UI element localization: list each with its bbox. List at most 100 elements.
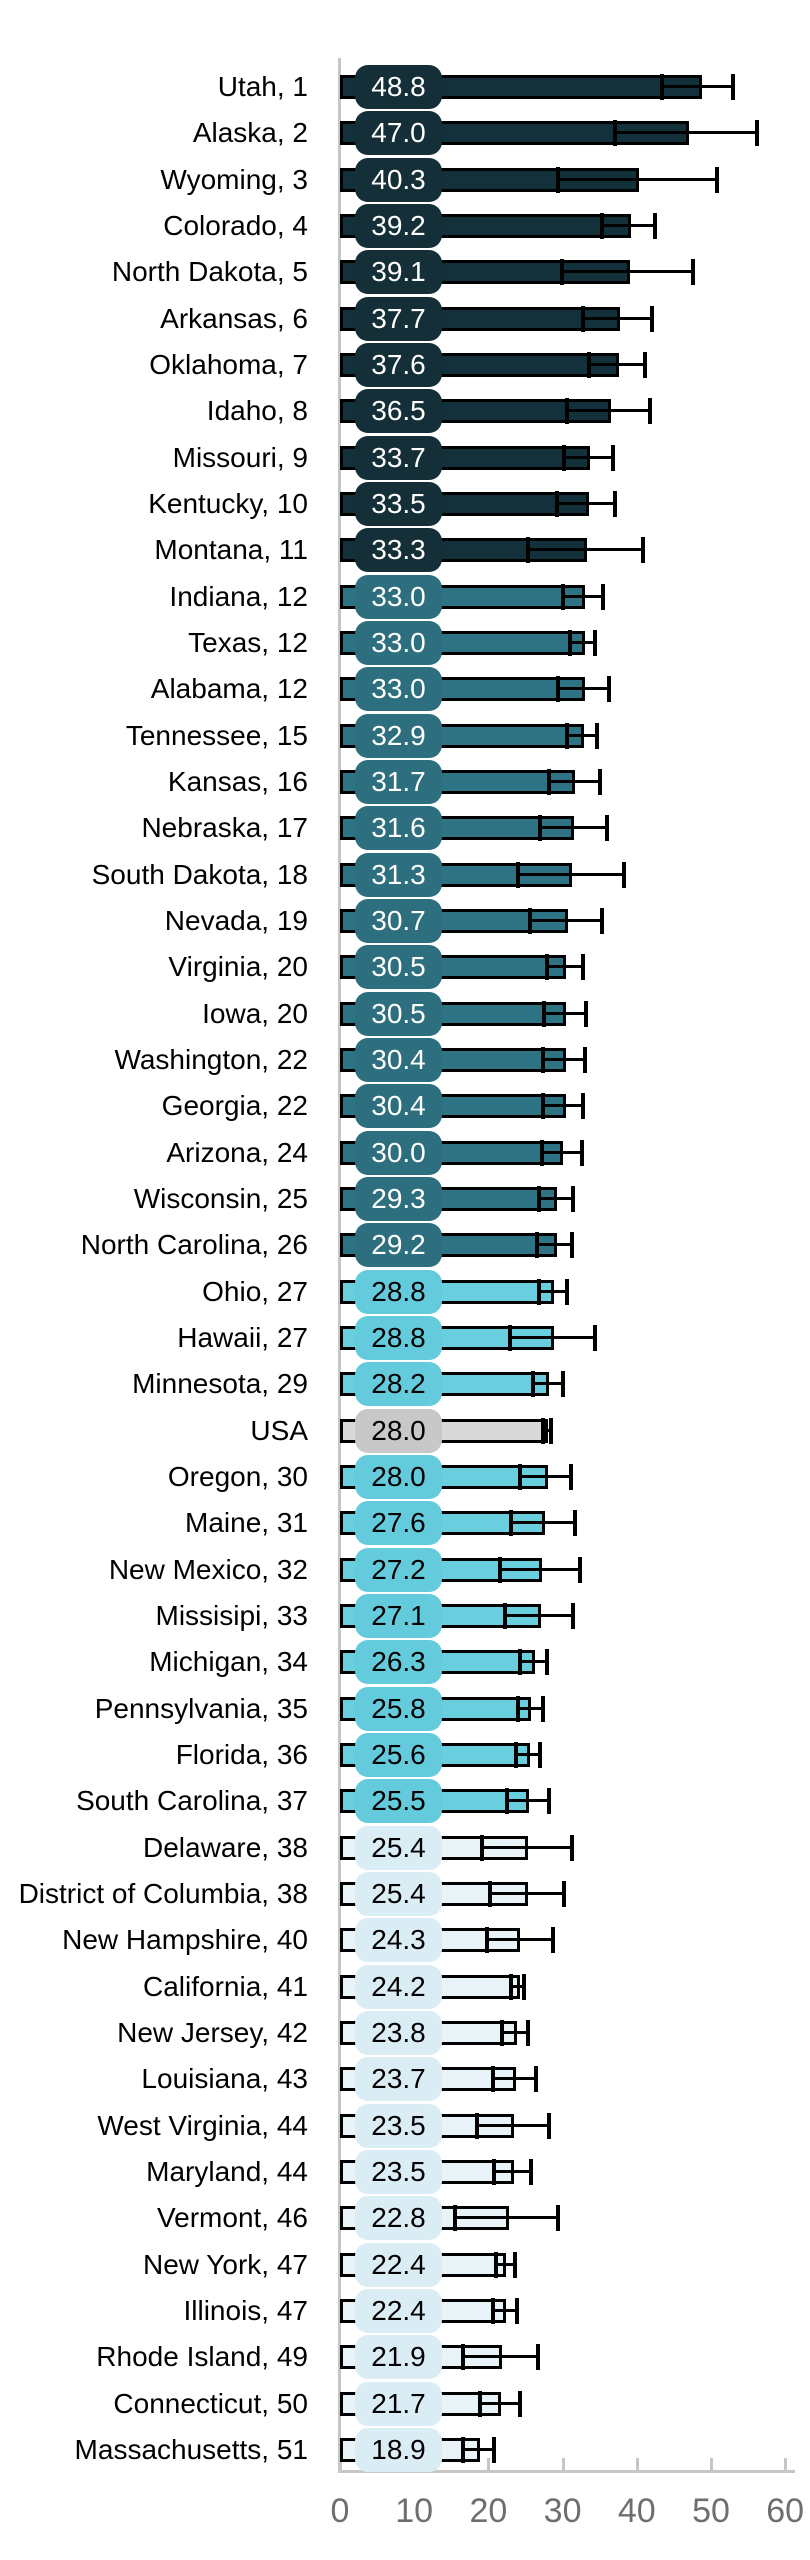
error-bar-cap-high [573,1510,577,1537]
error-bar-line [530,918,602,922]
error-bar-cap-low [541,1093,545,1120]
error-bar-line [589,362,645,366]
error-bar-line [480,2401,519,2405]
error-bar-line [505,1613,573,1617]
error-bar-cap-low [562,444,566,471]
error-bar-cap-high [593,1324,597,1351]
error-bar-line [567,733,597,737]
error-bar-cap-high [605,815,609,842]
value-badge: 30.0 [355,1130,442,1175]
error-bar-line [482,1845,571,1849]
value-badge: 28.0 [355,1454,442,1499]
row-label: Michigan, 34 [149,1646,308,1678]
error-bar-cap-high [595,722,599,749]
error-bar-line [539,1196,573,1200]
error-bar-cap-high [547,2112,551,2139]
row-label: Washington, 22 [114,1043,308,1075]
error-bar-cap-low [537,1278,541,1305]
error-bar-line [549,779,600,783]
error-bar-line [537,1243,572,1247]
value-badge: 23.5 [355,2149,442,2194]
error-bar-cap-high [600,907,604,934]
row-label: Illinois, 47 [183,2294,308,2326]
x-axis-tick-mark [561,2458,565,2472]
error-bar-cap-high [529,2158,533,2185]
error-bar-cap-low [600,212,604,239]
value-badge: 25.6 [355,1732,442,1777]
error-bar-cap-high [526,2019,530,2046]
error-bar-cap-low [528,907,532,934]
row-label: Georgia, 22 [161,1090,308,1122]
value-badge: 28.0 [355,1408,442,1453]
error-bar-line [490,1891,564,1895]
error-bar-cap-high [545,1649,549,1676]
row-label: Kansas, 16 [167,765,308,797]
error-bar-cap-high [648,398,652,425]
x-axis-tick-label: 10 [395,2492,434,2530]
error-bar-cap-high [571,1185,575,1212]
row-label: Connecticut, 50 [113,2387,308,2419]
error-bar-cap-high [522,1973,526,2000]
x-axis-tick-label: 0 [330,2492,350,2530]
value-badge: 48.8 [355,65,442,109]
error-bar-cap-low [560,259,564,286]
value-badge: 22.8 [355,2196,442,2241]
value-badge: 23.8 [355,2010,442,2055]
row-label: Missouri, 9 [172,441,308,473]
error-bar-cap-low [480,1834,484,1861]
row-label: Colorado, 4 [163,209,308,241]
error-bar-line [562,270,693,274]
error-bar-cap-high [570,1232,574,1259]
row-label: District of Columbia, 38 [18,1877,308,1909]
error-bar-cap-low [509,1510,513,1537]
error-bar-cap-high [607,676,611,703]
error-bar-line [547,965,583,969]
error-bar-cap-high [541,1695,545,1722]
value-badge: 39.1 [355,250,442,295]
error-bar-cap-high [556,2205,560,2232]
error-bar-cap-low [556,166,560,193]
value-badge: 21.9 [355,2335,442,2380]
error-bar-cap-high [547,1788,551,1815]
error-bar-cap-low [518,1649,522,1676]
value-badge: 31.7 [355,759,442,804]
error-bar-cap-high [691,259,695,286]
error-bar-line [558,177,717,181]
y-axis-line [338,58,341,2470]
error-bar-cap-high [755,120,759,147]
error-bar-line [477,2123,550,2127]
row-label: Texas, 12 [188,626,308,658]
error-bar-cap-high [570,1834,574,1861]
value-badge: 31.3 [355,852,442,897]
error-bar-cap-low [488,1880,492,1907]
x-axis-tick-label: 60 [766,2492,805,2530]
error-bar-cap-low [518,1463,522,1490]
error-bar-cap-high [549,1417,553,1444]
error-bar-line [500,1567,580,1571]
error-bar-cap-low [531,1371,535,1398]
error-bar-line [520,1660,547,1664]
error-bar-cap-low [498,1556,502,1583]
error-bar-cap-high [598,768,602,795]
error-bar-line [494,2169,531,2173]
row-label: Nevada, 19 [164,904,308,936]
error-bar-cap-low [565,722,569,749]
error-bar-cap-high [593,629,597,656]
row-label: Massachusetts, 51 [74,2433,308,2465]
row-label: Louisiana, 43 [141,2063,308,2095]
row-label: USA [250,1414,308,1446]
error-bar-line [496,2262,515,2266]
x-axis-tick-mark [784,2458,788,2472]
row-label: Wisconsin, 25 [133,1182,308,1214]
row-label: Iowa, 20 [202,997,308,1029]
error-bar-line [544,1011,586,1015]
row-label: Ohio, 27 [202,1275,308,1307]
error-bar-cap-high [492,2436,496,2463]
value-badge: 18.9 [355,2427,442,2472]
value-badge: 31.6 [355,806,442,851]
error-bar-cap-low [556,676,560,703]
row-label: Delaware, 38 [143,1831,308,1863]
error-bar-cap-high [641,537,645,564]
error-bar-cap-high [513,2251,517,2278]
row-label: Wyoming, 3 [160,163,308,195]
